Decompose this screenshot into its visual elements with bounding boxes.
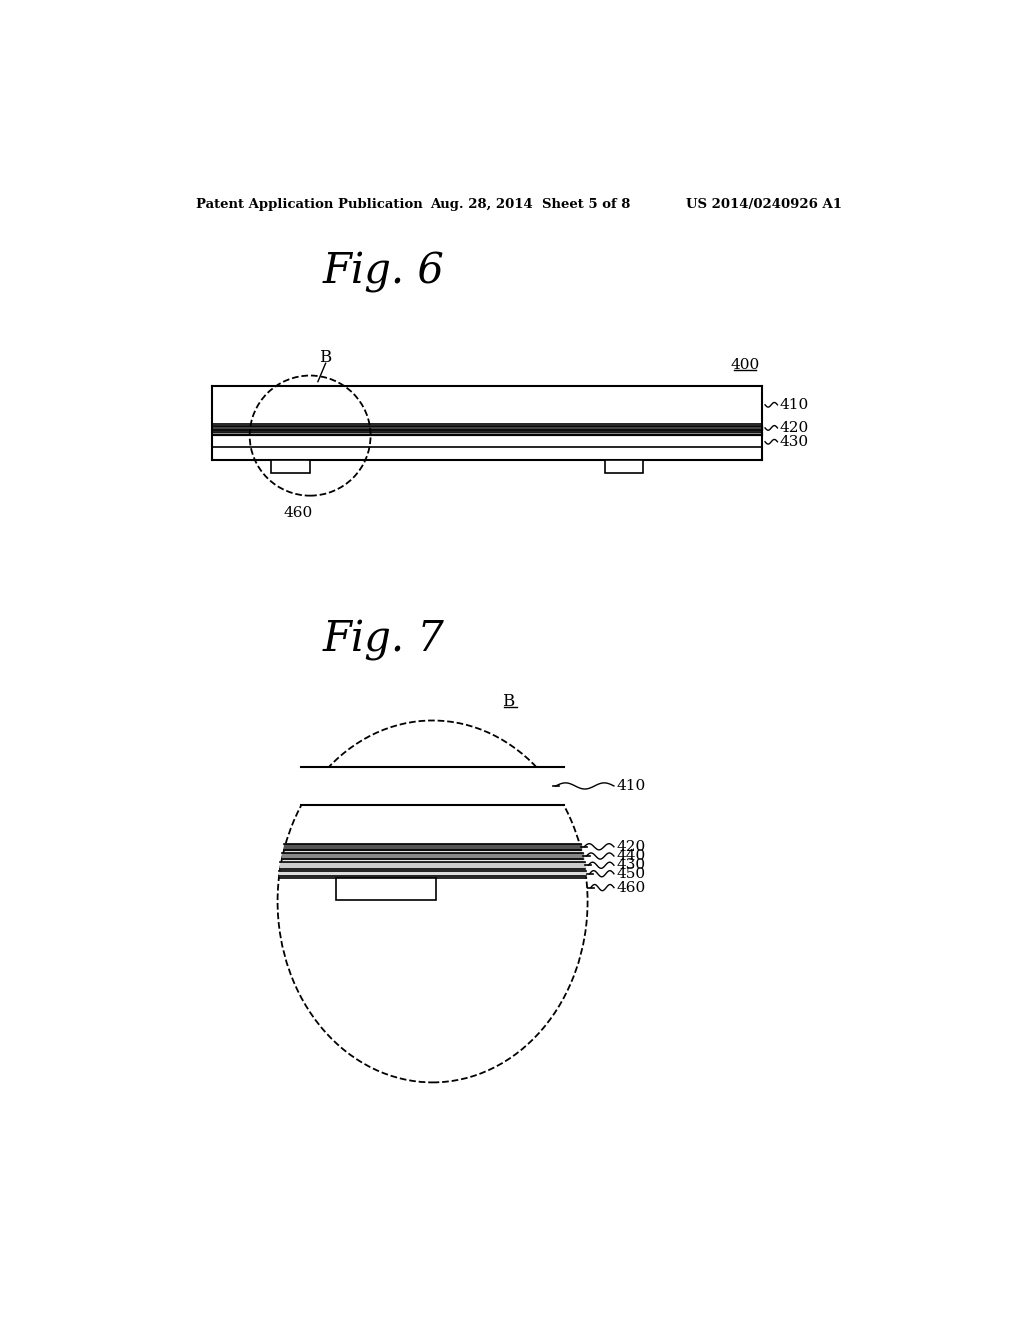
Text: 420: 420 [779,421,808,434]
Text: 410: 410 [779,397,808,412]
Text: 400: 400 [730,358,760,372]
Text: 450: 450 [616,867,645,880]
Text: US 2014/0240926 A1: US 2014/0240926 A1 [686,198,842,211]
Text: 430: 430 [616,858,645,873]
Text: Patent Application Publication: Patent Application Publication [197,198,423,211]
Text: B: B [319,348,332,366]
Bar [271,461,310,473]
Text: 420: 420 [616,840,645,854]
Text: 430: 430 [779,434,808,449]
Text: Fig. 7: Fig. 7 [323,619,444,660]
Text: 410: 410 [616,779,645,793]
Text: Aug. 28, 2014  Sheet 5 of 8: Aug. 28, 2014 Sheet 5 of 8 [430,198,631,211]
Bar [604,461,643,473]
Text: 460: 460 [616,880,645,895]
Text: 440: 440 [616,849,645,863]
Text: Fig. 6: Fig. 6 [323,251,444,293]
Bar [336,878,436,900]
Text: B: B [502,693,514,710]
Text: 460: 460 [284,506,313,520]
